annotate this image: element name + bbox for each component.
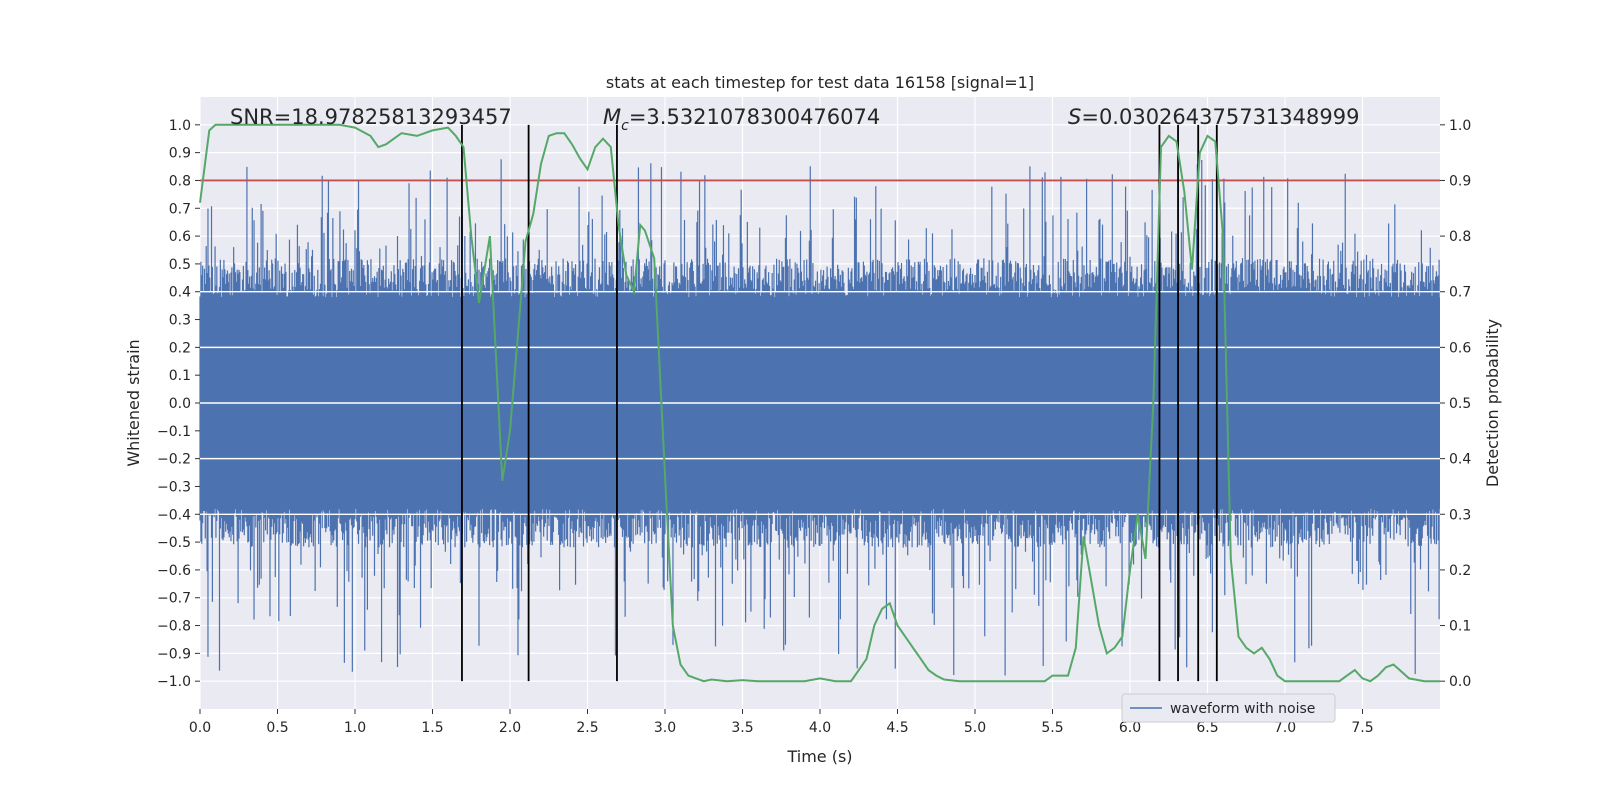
x-tick-label: 0.0 (189, 720, 211, 736)
y-tick-label: −0.7 (157, 591, 191, 607)
y-tick-label: 0.2 (169, 340, 191, 356)
y-tick-label: −0.1 (157, 424, 191, 440)
y2-tick-label: 0.3 (1449, 507, 1471, 523)
y-tick-label: 0.5 (169, 257, 191, 273)
y-tick-label: 0.1 (169, 368, 191, 384)
y-tick-label: −0.8 (157, 619, 191, 635)
y2-tick-label: 0.9 (1449, 173, 1471, 189)
x-tick-label: 7.0 (1274, 720, 1296, 736)
y2-tick-label: 0.2 (1449, 563, 1471, 579)
waveform-upper-spikes (199, 159, 1440, 403)
y-tick-label: 0.4 (169, 285, 191, 301)
x-tick-label: 7.5 (1351, 720, 1373, 736)
x-axis-label: Time (s) (786, 747, 852, 766)
y2-tick-label: 0.8 (1449, 229, 1471, 245)
x-axis-ticks: 0.0 0.5 1.0 1.5 2.0 2.5 3.0 3.5 4.0 4.5 5.0 5.5 6.0 6… (189, 709, 1374, 736)
y-tick-label: −0.6 (157, 563, 191, 579)
y2-axis-label: Detection probability (1483, 319, 1502, 487)
s-value: =0.030264375731348999 (1081, 105, 1359, 129)
y2-tick-label: 0.5 (1449, 396, 1471, 412)
y-tick-label: 0.8 (169, 173, 191, 189)
y2-tick-label: 0.7 (1449, 285, 1471, 301)
snr-annotation: SNR=18.97825813293457 (230, 105, 512, 129)
y-tick-label: −0.5 (157, 535, 191, 551)
x-tick-label: 4.0 (809, 720, 831, 736)
x-tick-label: 1.0 (344, 720, 366, 736)
x-tick-label: 1.5 (421, 720, 443, 736)
y-tick-label: −1.0 (157, 674, 191, 690)
legend: waveform with noise (1121, 693, 1336, 723)
chart-title: stats at each timestep for test data 161… (606, 73, 1034, 92)
x-tick-label: 0.5 (266, 720, 288, 736)
y-tick-label: −0.2 (157, 452, 191, 468)
probability-series (199, 123, 1440, 683)
s-annotation: S=0.030264375731348999 (1068, 105, 1359, 129)
chirp-mass-symbol: M (603, 105, 621, 129)
y-tick-label: 0.0 (169, 396, 191, 412)
x-tick-label: 2.0 (499, 720, 521, 736)
y-tick-label: 1.0 (169, 118, 191, 134)
x-tick-label: 5.0 (964, 720, 986, 736)
x-tick-label: 3.0 (654, 720, 676, 736)
waveform-series (199, 159, 1440, 676)
y-tick-label: 0.7 (169, 201, 191, 217)
y-tick-label: −0.9 (157, 646, 191, 662)
plot-area (199, 97, 1440, 709)
x-tick-label: 2.5 (576, 720, 598, 736)
x-tick-label: 6.0 (1119, 720, 1141, 736)
y2-tick-label: 1.0 (1449, 118, 1471, 134)
y-axis-ticks: −1.0 −0.9 −0.8 −0.7 −0.6 −0.5 −0.4 −0.3 −0.2 −0.1… (157, 118, 200, 690)
probability-line (199, 123, 1440, 683)
legend-label-waveform: waveform with noise (1170, 701, 1315, 717)
x-tick-label: 5.5 (1041, 720, 1063, 736)
y2-tick-label: 0.0 (1449, 674, 1471, 690)
y2-tick-label: 0.4 (1449, 452, 1471, 468)
s-symbol: S (1068, 105, 1081, 129)
y-axis-label: Whitened strain (124, 339, 143, 466)
y2-axis-ticks: 0.0 0.1 0.2 0.3 0.4 0.5 0.6 0.7 0.8 0.9 1.0 (1440, 118, 1471, 690)
chirp-mass-annotation: Mc=3.5321078300476074 (603, 105, 880, 134)
y-tick-label: 0.6 (169, 229, 191, 245)
y-tick-label: −0.4 (157, 507, 191, 523)
y-tick-label: 0.3 (169, 313, 191, 329)
y2-tick-label: 0.1 (1449, 619, 1471, 635)
y-tick-label: −0.3 (157, 479, 191, 495)
x-tick-label: 4.5 (886, 720, 908, 736)
chirp-mass-value: =3.5321078300476074 (629, 105, 880, 129)
y2-tick-label: 0.6 (1449, 340, 1471, 356)
chirp-mass-subscript: c (621, 118, 629, 134)
y-tick-label: 0.9 (169, 146, 191, 162)
x-tick-label: 6.5 (1196, 720, 1218, 736)
legend-box (1121, 693, 1336, 723)
x-tick-label: 3.5 (731, 720, 753, 736)
